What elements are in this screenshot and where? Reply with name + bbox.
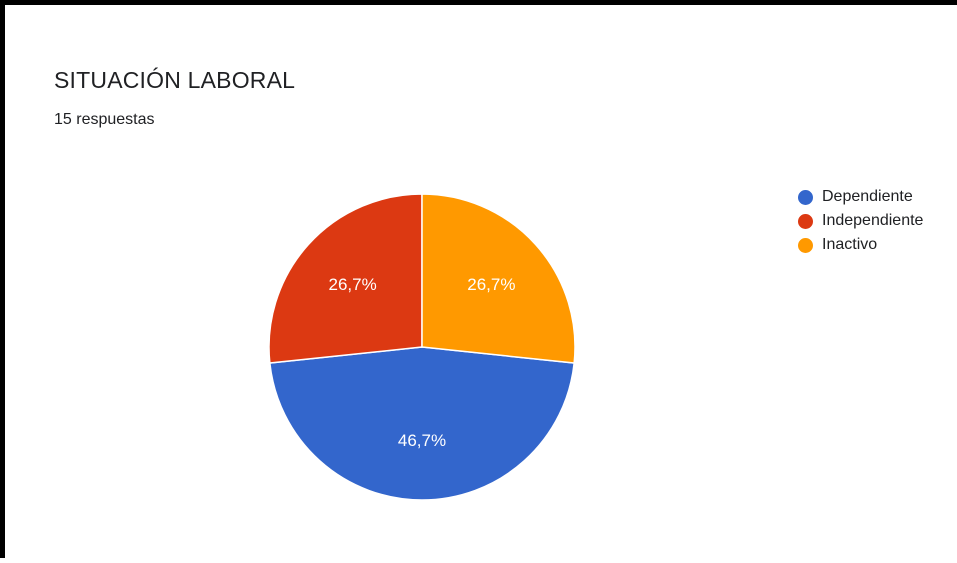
pie-slices	[268, 193, 576, 501]
legend-label: Independiente	[822, 212, 924, 229]
legend-swatch	[798, 213, 813, 229]
pie-slice-label-dependiente: 46,7%	[398, 431, 446, 450]
legend-item-dependiente[interactable]: Dependiente	[798, 185, 923, 209]
legend-item-independiente[interactable]: Independiente	[798, 209, 923, 233]
pie-chart: 46,7% 26,7% 26,7%	[268, 193, 576, 501]
pie-slice-label-inactivo: 26,7%	[467, 275, 515, 294]
legend-swatch	[798, 189, 813, 205]
pie-slice-dependiente[interactable]	[269, 346, 575, 501]
legend-label: Inactivo	[822, 236, 878, 253]
legend-item-inactivo[interactable]: Inactivo	[798, 233, 923, 257]
response-count: 15 respuestas	[54, 111, 155, 128]
pie-slice-labels: 46,7% 26,7% 26,7%	[329, 275, 516, 450]
chart-title: SITUACIÓN LABORAL	[54, 67, 296, 93]
pie-slice-label-independiente: 26,7%	[329, 275, 377, 294]
pie-slice-independiente[interactable]	[268, 193, 423, 364]
legend-swatch	[798, 237, 813, 253]
pie-slice-inactivo[interactable]	[421, 193, 576, 364]
chart-legend: Dependiente Independiente Inactivo	[798, 185, 923, 257]
legend-label: Dependiente	[822, 188, 913, 205]
